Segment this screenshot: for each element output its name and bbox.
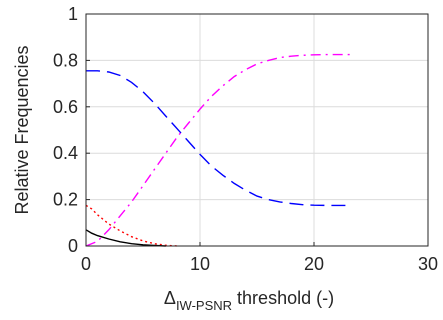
- series-line-dashed: [86, 70, 352, 207]
- plot-frame: [85, 13, 429, 247]
- y-tick-label: 1: [68, 4, 78, 24]
- x-axis-label-subscript: IW-PSNR: [176, 298, 232, 313]
- series-line-solid: [85, 229, 166, 247]
- x-tick-label: 30: [418, 254, 438, 274]
- x-tick-label: 20: [304, 254, 324, 274]
- x-tick-label: 0: [81, 254, 91, 274]
- y-tick-label: 0.8: [53, 50, 78, 70]
- grid-lines: [86, 14, 428, 246]
- x-axis-label: ΔIW-PSNR threshold (-): [164, 288, 334, 313]
- series-line-dashdot: [85, 53, 352, 247]
- y-tick-label: 0.2: [53, 190, 78, 210]
- y-tick-label: 0.4: [53, 143, 78, 163]
- series-group: [85, 53, 352, 247]
- y-tick-label: 0: [68, 236, 78, 256]
- x-tick-label: 10: [190, 254, 210, 274]
- tick-group: 0 10 20 30 0 0.2 0.4 0.6 0.8 1: [53, 4, 438, 274]
- y-axis-label: Relative Frequencies: [12, 45, 32, 214]
- y-tick-label: 0.6: [53, 97, 78, 117]
- x-axis-label-delta: Δ: [164, 288, 176, 308]
- x-axis-label-rest: threshold (-): [232, 288, 334, 308]
- series-line-dotted: [85, 204, 178, 247]
